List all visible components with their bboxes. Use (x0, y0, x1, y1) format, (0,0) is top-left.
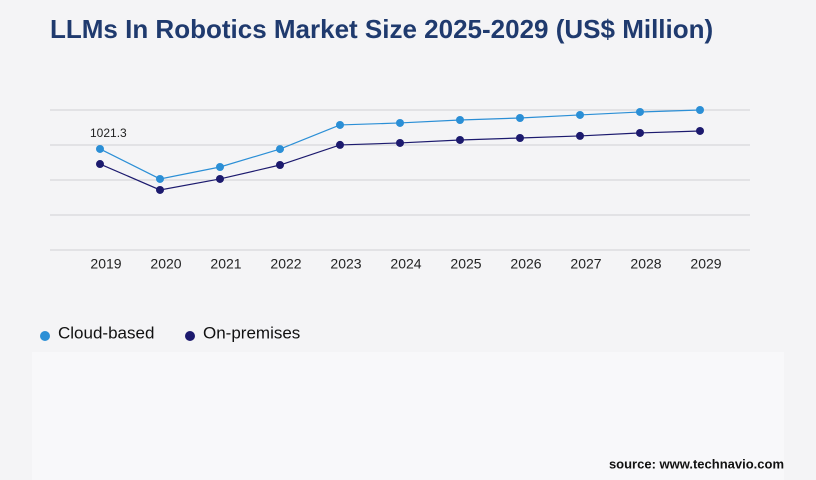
x-tick-label: 2023 (330, 256, 361, 272)
x-tick-label: 2026 (510, 256, 541, 272)
data-point (516, 114, 524, 123)
data-point (576, 110, 584, 119)
data-point (156, 174, 164, 183)
data-point (396, 118, 404, 127)
x-tick-label: 2024 (390, 256, 421, 272)
grid (50, 109, 750, 251)
x-tick-label: 2028 (630, 256, 661, 272)
data-point (396, 138, 404, 147)
x-tick-label: 2020 (150, 256, 181, 272)
data-point (216, 162, 224, 171)
source: source: www.technavio.com (609, 456, 784, 471)
x-tick-label: 2025 (450, 256, 481, 272)
legend-label: Cloud-based (58, 323, 154, 342)
data-point (96, 160, 104, 169)
x-tick-label: 2029 (690, 256, 721, 272)
data-point (456, 115, 464, 124)
data-label: 1021.3 (90, 126, 127, 140)
data-point (696, 106, 704, 114)
data-point (636, 107, 644, 116)
data-point (156, 185, 164, 194)
data-point (96, 144, 104, 153)
data-point (696, 126, 704, 135)
data-point (216, 174, 224, 183)
x-tick-label: 2021 (210, 256, 241, 272)
legend-marker (40, 331, 50, 341)
x-tick-label: 2027 (570, 256, 601, 272)
data-point (516, 134, 524, 142)
data-point (336, 140, 344, 149)
data-point (276, 161, 284, 170)
data-point (336, 120, 344, 129)
chart-title: LLMs In Robotics Market Size 2025-2029 (… (50, 14, 713, 44)
data-point (576, 131, 584, 140)
data-point (456, 135, 464, 144)
x-tick-label: 2022 (270, 256, 301, 272)
legend-label: On-premises (203, 323, 300, 342)
data-point (636, 128, 644, 137)
panel (32, 352, 784, 480)
legend-marker (185, 331, 195, 341)
x-tick-label: 2019 (90, 256, 121, 272)
data-point (276, 145, 284, 154)
